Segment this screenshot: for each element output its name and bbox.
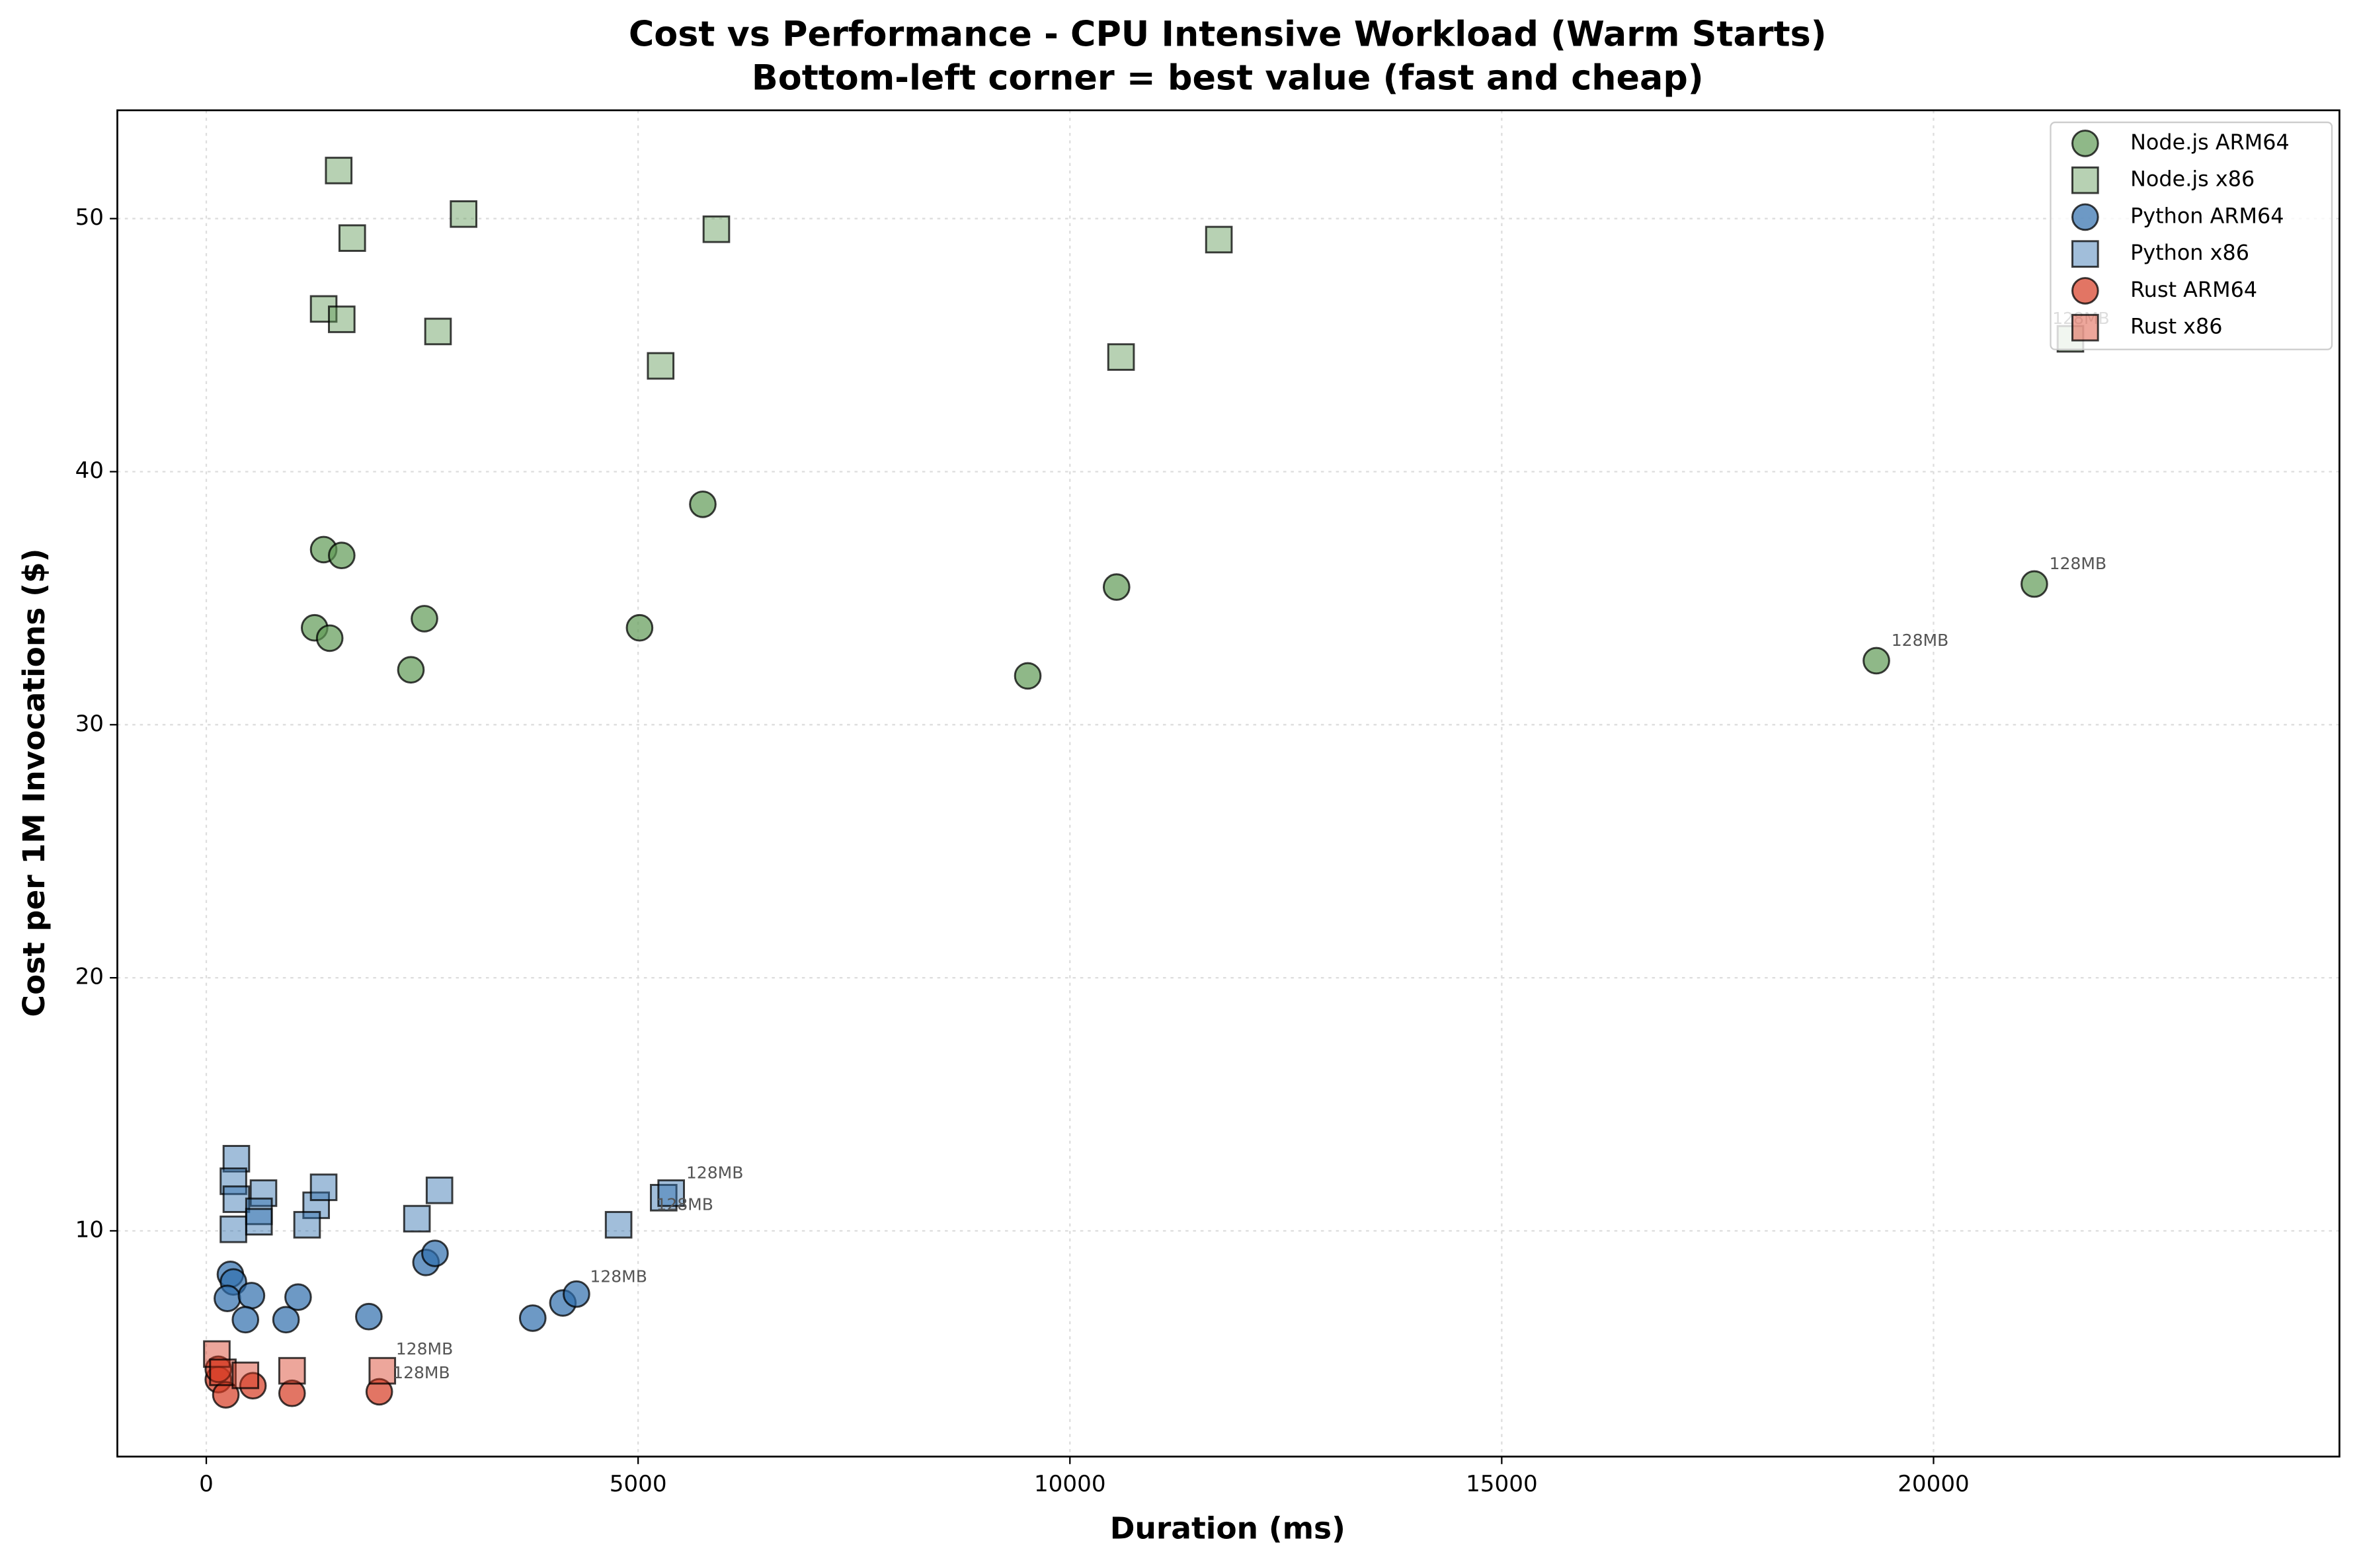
legend-marker xyxy=(2071,203,2099,231)
point xyxy=(239,1372,267,1400)
point xyxy=(245,1208,273,1235)
legend-marker xyxy=(2071,277,2099,305)
point xyxy=(328,541,356,570)
point xyxy=(368,1356,397,1385)
point xyxy=(284,1283,312,1312)
point xyxy=(220,1215,247,1243)
legend-label: Rust x86 xyxy=(2130,314,2222,339)
point xyxy=(278,1379,306,1407)
point xyxy=(647,352,675,380)
point xyxy=(1205,225,1233,254)
point xyxy=(315,624,344,652)
annotation: 128MB xyxy=(2050,554,2107,573)
legend-label: Node.js ARM64 xyxy=(2130,130,2290,155)
plot-area: 128MB128MB128MB128MB128MB128MB128MB128MB xyxy=(203,157,2110,1409)
grid: 0 5000 10000 15000 20000 10 20 30 40 50 xyxy=(75,110,2340,1497)
point xyxy=(222,1145,251,1173)
point xyxy=(518,1304,547,1332)
legend-marker xyxy=(2071,313,2099,342)
point xyxy=(424,317,452,346)
point xyxy=(309,295,338,323)
point xyxy=(325,157,353,184)
x-axis-label: Duration (ms) xyxy=(1110,1510,1345,1546)
annotation: 128MB xyxy=(396,1339,454,1358)
legend-label: Python ARM64 xyxy=(2130,203,2284,228)
point xyxy=(411,605,438,633)
point xyxy=(604,1210,633,1239)
point xyxy=(231,1306,260,1334)
x-tick-label: 0 xyxy=(199,1471,214,1497)
point xyxy=(1862,647,1890,675)
point xyxy=(702,215,731,243)
point xyxy=(328,305,356,333)
point xyxy=(309,1173,338,1201)
point xyxy=(421,1239,449,1267)
point xyxy=(657,1179,685,1207)
annotation: 128MB xyxy=(590,1267,647,1286)
plot-frame xyxy=(116,109,2340,1458)
legend-marker xyxy=(2071,130,2099,157)
point xyxy=(450,200,477,228)
y-tick-label: 20 xyxy=(75,964,104,990)
chart-subtitle: Bottom-left corner = best value (fast an… xyxy=(752,58,1704,98)
point xyxy=(1107,343,1135,371)
legend-marker xyxy=(2071,240,2099,268)
point xyxy=(563,1280,590,1308)
x-tick-label: 20000 xyxy=(1898,1471,1970,1497)
point xyxy=(2020,570,2048,598)
annotation: 128MB xyxy=(1892,631,1949,650)
legend-label: Rust ARM64 xyxy=(2130,277,2257,302)
legend-label: Node.js x86 xyxy=(2130,167,2255,192)
y-tick-label: 10 xyxy=(75,1216,104,1243)
legend-box xyxy=(2050,121,2333,350)
point xyxy=(204,1355,233,1384)
point xyxy=(355,1302,383,1331)
point xyxy=(302,1191,331,1220)
point xyxy=(214,1284,241,1312)
point xyxy=(245,1197,273,1226)
point xyxy=(272,1306,300,1334)
point xyxy=(237,1282,266,1310)
point xyxy=(278,1356,306,1385)
point xyxy=(222,1185,251,1213)
legend-marker xyxy=(2071,166,2099,194)
chart-title: Cost vs Performance - CPU Intensive Work… xyxy=(629,14,1827,54)
y-tick-label: 30 xyxy=(75,711,104,737)
y-tick-label: 50 xyxy=(75,204,104,231)
y-tick-label: 40 xyxy=(75,457,104,484)
point xyxy=(203,1340,231,1368)
y-axis-label: Cost per 1M Invocations ($) xyxy=(17,549,52,1017)
x-tick-label: 10000 xyxy=(1034,1471,1106,1497)
annotation: 128MB xyxy=(656,1195,713,1214)
point xyxy=(625,613,654,642)
point xyxy=(338,224,366,252)
x-tick-label: 15000 xyxy=(1466,1471,1538,1497)
point xyxy=(293,1210,321,1239)
point xyxy=(425,1176,454,1204)
legend-label: Python x86 xyxy=(2130,240,2249,265)
x-tick-label: 5000 xyxy=(610,1471,667,1497)
point xyxy=(231,1361,260,1390)
legend: Node.js ARM64 Node.js x86 Python ARM64 Pyth… xyxy=(2050,121,2333,350)
point xyxy=(689,490,717,518)
annotation: 128MB xyxy=(686,1163,744,1182)
annotation: 128MB xyxy=(393,1363,450,1382)
point xyxy=(209,1358,237,1386)
point xyxy=(220,1167,247,1195)
point xyxy=(1014,662,1042,690)
point xyxy=(365,1378,393,1406)
point xyxy=(397,656,425,684)
point xyxy=(403,1204,431,1233)
point xyxy=(1102,573,1131,601)
